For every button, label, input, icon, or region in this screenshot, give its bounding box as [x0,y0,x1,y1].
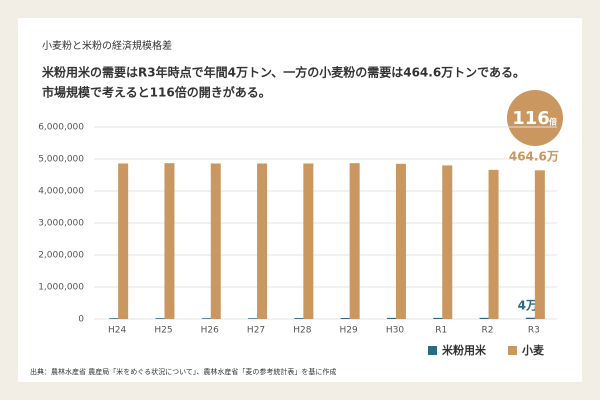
y-tick-label: 6,000,000 [38,123,84,133]
bar [340,318,351,319]
bar [164,163,175,319]
legend-swatch [508,346,517,355]
bar [488,169,499,319]
bar [118,163,129,319]
y-tick-label: 5,000,000 [38,155,84,165]
badge-unit: 倍 [548,117,557,127]
badge-number: 116 [512,108,550,129]
legend-swatch [428,346,437,355]
x-tick-label: H29 [340,326,358,336]
chart-title: 小麦粉と米粉の経済規模格差 [42,39,172,52]
x-tick-label: H26 [201,326,219,336]
x-tick-label: R1 [435,326,447,336]
y-tick-label: 3,000,000 [38,219,84,229]
card [18,18,582,382]
x-tick-label: H28 [293,326,311,336]
bar [210,163,221,319]
bar [303,163,314,319]
source: 出典：農林水産省 農産局「米をめぐる状況について」、農林水産省「麦の参考統計表」… [30,367,336,376]
bar [257,163,268,319]
x-tick-label: H27 [247,326,265,336]
data-label: 4万 [518,299,538,313]
y-tick-label: 1,000,000 [38,283,84,293]
bar [155,318,166,319]
bar [442,165,453,319]
bar [525,317,536,319]
x-tick-label: H30 [386,326,404,336]
y-tick-label: 4,000,000 [38,187,84,197]
bar [201,318,212,319]
badge [507,90,563,146]
x-tick-label: H25 [154,326,172,336]
bar [433,317,444,319]
bar [109,318,120,319]
bar [395,163,406,319]
data-label: 464.6万 [509,150,559,164]
headline: 市場規模で考えると116倍の開きがある。 [42,85,271,100]
legend-label: 米粉用米 [441,343,487,357]
y-tick-label: 2,000,000 [38,251,84,261]
bar [294,318,305,319]
headline: 米粉用米の需要はR3年時点で年間4万トン、一方の小麦粉の需要は464.6万トンで… [42,65,525,80]
bar [479,317,490,319]
y-tick-label: 0 [78,315,84,325]
x-tick-label: R2 [482,326,494,336]
x-tick-label: R3 [528,326,540,336]
bar [386,317,397,319]
x-tick-label: H24 [108,326,126,336]
bar [349,163,360,319]
legend-label: 小麦 [521,343,545,357]
bar [534,170,545,319]
bar [248,318,259,319]
